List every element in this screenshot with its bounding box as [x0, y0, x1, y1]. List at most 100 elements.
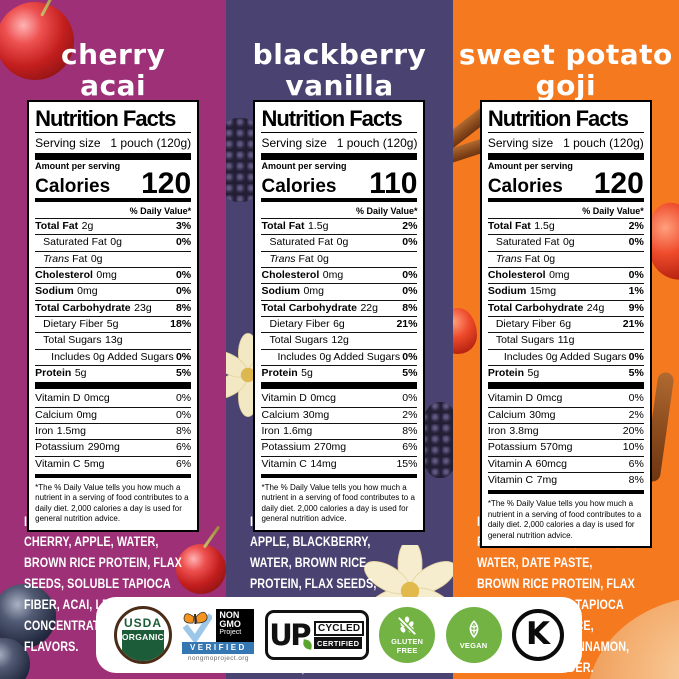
nutrient-row: Sodium 0mg 0% [261, 284, 418, 301]
cherry-image [176, 525, 226, 594]
nutrient-rows: Total Fat 1.5g 2% Saturated Fat 0g 0% Trans Fa… [487, 219, 644, 381]
blackberry-image [420, 402, 453, 478]
vitamin-row: Iron 1.5mg 8% [35, 424, 192, 441]
non-gmo-wordmark: NON GMO Project [216, 608, 255, 642]
nutrient-row: Dietary Fiber 5g 18% [35, 317, 192, 334]
nutrition-facts-label: Nutrition Facts Serving size 1 pouch (12… [479, 100, 652, 548]
vitamin-rows: Vitamin D 0mcg 0% Calcium 30mg 2% Iron 1.6mg 8% P… [261, 391, 418, 472]
nutrient-row: Cholesterol 0mg 0% [261, 268, 418, 285]
certification-bar: USDA ORGANIC NON GMO Project [96, 597, 582, 673]
flavor-title: cherry acai [60, 37, 166, 103]
nutrient-row: Protein 5g 5% [261, 367, 418, 380]
flavor-title: sweet potato goji [458, 37, 673, 103]
kosher-badge: K [511, 609, 564, 661]
daily-value-footnote: *The % Daily Value tells you how much a … [487, 499, 642, 540]
nutrient-row: Includes 0g Added Sugars 0% [487, 350, 644, 367]
vitamin-rows: Vitamin D 0mcg 0% Calcium 30mg 2% Iron 3.8mg 20%… [487, 391, 644, 488]
blueberry-image [0, 584, 56, 648]
calories-row: Calories 120 [487, 167, 644, 201]
nutrient-row: Total Carbohydrate 23g 8% [35, 301, 192, 318]
calories-row: Calories 110 [261, 167, 418, 201]
nutrient-rows: Total Fat 2g 3% Saturated Fat 0g 0% Trans Fat 0… [35, 219, 192, 381]
nutrient-row: Cholesterol 0mg 0% [35, 268, 192, 285]
daily-value-header: % Daily Value* [487, 204, 644, 220]
nutrition-facts-label: Nutrition Facts Serving size 1 pouch (12… [27, 100, 200, 532]
kosher-k-icon: K [525, 615, 550, 652]
nutrient-row: Includes 0g Added Sugars 0% [35, 350, 192, 367]
gluten-free-badge: GLUTEN FREE [379, 607, 436, 663]
nutrient-row: Total Sugars 12g [261, 333, 418, 350]
vitamin-row: Iron 1.6mg 8% [261, 424, 418, 441]
non-gmo-project-badge: NON GMO Project VERIFIED nongmoproject.o… [182, 608, 255, 662]
daily-value-header: % Daily Value* [261, 204, 418, 220]
serving-size-row: Serving size 1 pouch (120g) [35, 136, 192, 151]
nutrition-facts-heading: Nutrition Facts [261, 107, 418, 134]
nutrition-facts-heading: Nutrition Facts [487, 107, 644, 134]
nutrient-row: Dietary Fiber 6g 21% [261, 317, 418, 334]
panel-sweet-potato-goji: sweet potato goji Nutrition Facts Serving… [452, 0, 679, 679]
vitamin-row: Vitamin D 0mcg 0% [261, 391, 418, 408]
vitamin-row: Vitamin D 0mcg 0% [487, 391, 644, 408]
vitamin-row: Vitamin C 14mg 15% [261, 457, 418, 470]
nutrient-row: Total Fat 1.5g 2% [487, 219, 644, 236]
nutrient-rows: Total Fat 1.5g 2% Saturated Fat 0g 0% Trans Fa… [261, 219, 418, 381]
nutrient-row: Saturated Fat 0g 0% [35, 235, 192, 252]
daily-value-footnote: *The % Daily Value tells you how much a … [35, 483, 189, 524]
nutrient-row: Includes 0g Added Sugars 0% [261, 350, 418, 367]
nutrition-facts-label: Nutrition Facts Serving size 1 pouch (12… [253, 100, 426, 532]
calories-value: 120 [593, 167, 644, 201]
nutrient-row: Total Carbohydrate 24g 9% [487, 301, 644, 318]
nutrient-row: Saturated Fat 0g 0% [261, 235, 418, 252]
amount-per-serving-label: Amount per serving [35, 161, 121, 172]
panel-blackberry-vanilla: blackberry vanilla Nutrition Facts Servin… [226, 0, 453, 679]
nutrient-row: Trans Fat 0g [487, 252, 644, 269]
upcycled-certified-badge: UP CYCLED CERTIFIED [264, 610, 369, 660]
vitamin-row: Calcium 0mg 0% [35, 408, 192, 425]
butterfly-checkmark-icon [182, 609, 216, 644]
amount-per-serving-label: Amount per serving [487, 161, 573, 172]
nutrient-row: Total Sugars 11g [487, 333, 644, 350]
leaf-icon [469, 620, 478, 639]
nutrient-row: Total Carbohydrate 22g 8% [261, 301, 418, 318]
vitamin-row: Potassium 270mg 6% [261, 440, 418, 457]
vitamin-row: Potassium 290mg 6% [35, 440, 192, 457]
daily-value-footnote: *The % Daily Value tells you how much a … [261, 483, 415, 524]
vitamin-row: Calcium 30mg 2% [487, 408, 644, 425]
vitamin-row: Vitamin D 0mcg 0% [35, 391, 192, 408]
nutrient-row: Total Sugars 13g [35, 333, 192, 350]
vitamin-row: Potassium 570mg 10% [487, 440, 644, 457]
nutrient-row: Dietary Fiber 6g 21% [487, 317, 644, 334]
calories-value: 120 [141, 167, 192, 201]
vitamin-row: Iron 3.8mg 20% [487, 424, 644, 441]
serving-size-row: Serving size 1 pouch (120g) [261, 136, 418, 151]
nutrient-row: Trans Fat 0g [261, 252, 418, 269]
nutrient-row: Cholesterol 0mg 0% [487, 268, 644, 285]
nutrient-row: Protein 5g 5% [487, 367, 644, 380]
vitamin-row: Calcium 30mg 2% [261, 408, 418, 425]
serving-size-row: Serving size 1 pouch (120g) [487, 136, 644, 151]
vegan-badge: VEGAN [445, 607, 502, 663]
nutrient-row: Protein 5g 5% [35, 367, 192, 380]
nutrient-row: Saturated Fat 0g 0% [487, 235, 644, 252]
nutrient-row: Total Fat 2g 3% [35, 219, 192, 236]
panel-cherry-acai: cherry acai Nutrition Facts Serving size … [0, 0, 227, 679]
goji-berry-image [452, 308, 477, 354]
calories-value: 110 [369, 167, 418, 201]
vitamin-row: Vitamin C 5mg 6% [35, 457, 192, 470]
usda-organic-badge: USDA ORGANIC [114, 606, 172, 664]
cherry-image [0, 0, 74, 80]
nutrient-row: Sodium 15mg 1% [487, 284, 644, 301]
nutrient-row: Sodium 0mg 0% [35, 284, 192, 301]
vitamin-row: Vitamin A 60mcg 6% [487, 457, 644, 474]
crossed-wheat-icon [397, 616, 417, 636]
nutrition-facts-heading: Nutrition Facts [35, 107, 192, 134]
daily-value-header: % Daily Value* [35, 204, 192, 220]
flavor-title: blackberry vanilla [252, 37, 427, 103]
amount-per-serving-label: Amount per serving [261, 161, 347, 172]
calories-row: Calories 120 [35, 167, 192, 201]
vitamin-row: Vitamin C 7mg 8% [487, 474, 644, 487]
nutrient-row: Total Fat 1.5g 2% [261, 219, 418, 236]
nutrient-row: Trans Fat 0g [35, 252, 192, 269]
vitamin-rows: Vitamin D 0mcg 0% Calcium 0mg 0% Iron 1.5mg 8% Po… [35, 391, 192, 472]
